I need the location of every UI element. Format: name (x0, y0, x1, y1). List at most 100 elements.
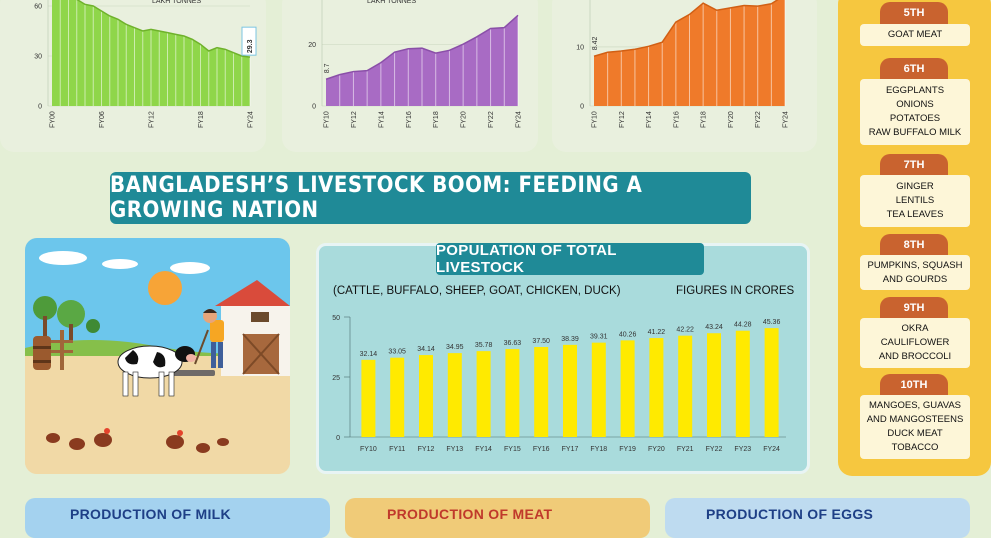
bar (361, 359, 376, 437)
area-line (76, 0, 251, 58)
y-tick-label: 0 (580, 104, 584, 111)
data-label: 8.7 (324, 63, 331, 73)
bar-value-label: 45.36 (763, 319, 781, 326)
bar-value-label: 36.63 (504, 340, 522, 347)
rank-label: 6TH (880, 58, 948, 80)
x-tick-label: FY20 (648, 446, 665, 453)
top-chart-2: 0 20 FY10 FY12 FY14 FY16 FY18 FY20 FY22 FY24 8.7 LA… (308, 0, 523, 128)
bar-value-label: 42.22 (676, 327, 694, 334)
x-tick-label: FY10 (592, 111, 599, 128)
bar-value-label: 35.78 (475, 342, 493, 349)
rank-item: GOAT MEAT (887, 29, 943, 41)
rank-item: DUCK MEAT (887, 428, 943, 439)
rank-item: OKRA (901, 323, 929, 335)
bar-value-label: 33.05 (388, 349, 406, 356)
x-tick-label: FY16 (533, 446, 550, 453)
bar (447, 353, 462, 437)
bar (505, 349, 520, 437)
x-tick-label: FY23 (734, 446, 751, 453)
bar (764, 328, 779, 437)
x-tick-label: FY13 (446, 446, 463, 453)
x-tick-label: FY14 (646, 111, 653, 128)
unit-label: LAKH TONNES (367, 0, 416, 5)
y-tick-label: 0 (336, 435, 340, 442)
bar-value-label: 41.22 (648, 329, 666, 336)
area-line (325, 14, 519, 80)
x-tick-label: FY24 (783, 111, 790, 128)
rank-item: GINGER (896, 181, 934, 193)
bar-value-label: 43.24 (705, 324, 723, 331)
x-tick-label: FY24 (763, 446, 780, 453)
bar (591, 342, 606, 437)
headline-banner: BANGLADESH’S LIVESTOCK BOOM: FEEDING A G… (110, 172, 751, 224)
x-tick-label: FY20 (461, 111, 468, 128)
x-tick-label: FY06 (99, 111, 106, 128)
x-tick-label: FY18 (433, 111, 440, 128)
top-chart-3: 0 10 FY10 FY12 FY14 FY16 FY18 FY20 FY22 FY24 8.42 (576, 0, 790, 128)
bar-value-label: 32.14 (360, 351, 378, 358)
y-tick-label: 25 (332, 375, 340, 382)
rank-label: 7TH (880, 154, 948, 176)
x-tick-label: FY20 (728, 111, 735, 128)
rank-label: 9TH (880, 297, 948, 319)
data-label: 29.3 (247, 39, 254, 53)
x-tick-label: FY17 (562, 446, 579, 453)
y-tick-label: 0 (38, 104, 42, 111)
population-unit-note: FIGURES IN CRORES (676, 285, 795, 297)
population-title: POPULATION OF TOTAL LIVESTOCK (436, 242, 704, 276)
bar-value-label: 37.50 (532, 338, 550, 345)
data-label-box (241, 26, 257, 56)
population-subtitle: (CATTLE, BUFFALO, SHEEP, GOAT, CHICKEN, … (333, 285, 621, 297)
bar (534, 347, 549, 437)
rank-items: GOAT MEAT (860, 24, 970, 46)
y-tick-label: 60 (34, 4, 42, 11)
unit-label: LAKH TONNES (152, 0, 201, 5)
x-tick-label: FY16 (406, 111, 413, 128)
rank-item: MANGOES, GUAVAS (868, 400, 962, 412)
meat-production-title: PRODUCTION OF MEAT (387, 506, 553, 522)
x-tick-label: FY24 (248, 111, 255, 128)
top-chart-1: 0 30 60 FY00 FY06 FY12 FY18 FY24 29.3 LAKH TONNES (34, 0, 257, 128)
eggs-production-title: PRODUCTION OF EGGS (706, 506, 874, 522)
rank-item: AND GOURDS (882, 273, 948, 285)
x-tick-label: FY12 (149, 111, 156, 128)
y-tick-label: 20 (308, 42, 316, 49)
bar-value-label: 38.39 (561, 336, 579, 343)
x-tick-label: FY14 (475, 446, 492, 453)
bar (735, 330, 750, 437)
rank-items: GINGER LENTILS TEA LEAVES (860, 175, 970, 227)
rank-item: PUMPKINS, SQUASH (867, 259, 963, 271)
rank-items: MANGOES, GUAVAS AND MANGOSTEENS DUCK MEAT T… (860, 395, 970, 459)
x-tick-label: FY00 (50, 111, 57, 128)
rank-items: PUMPKINS, SQUASH AND GOURDS (860, 255, 970, 290)
x-tick-label: FY10 (324, 111, 331, 128)
x-tick-label: FY12 (619, 111, 626, 128)
rank-item: LENTILS (895, 195, 935, 207)
x-tick-label: FY18 (198, 111, 205, 128)
x-tick-label: FY18 (590, 446, 607, 453)
bar (390, 357, 405, 437)
rank-item: TEA LEAVES (886, 208, 944, 220)
x-tick-label: FY21 (677, 446, 694, 453)
data-label: 8.42 (592, 37, 599, 51)
x-tick-label: FY15 (504, 446, 521, 453)
bar-value-label: 39.31 (590, 334, 608, 341)
bar (620, 340, 635, 437)
area-line (593, 0, 779, 57)
rank-item: POTATOES (889, 113, 941, 124)
rank-item: EGGPLANTS (885, 85, 945, 97)
rank-items: OKRA CAULIFLOWER AND BROCCOLI (860, 318, 970, 368)
x-tick-label: FY22 (706, 446, 723, 453)
x-tick-label: FY14 (378, 111, 385, 128)
y-tick-label: 0 (312, 104, 316, 111)
rank-label: 5TH (880, 2, 948, 24)
rank-item: AND MANGOSTEENS (866, 414, 964, 426)
bar (707, 333, 721, 437)
bar (476, 351, 491, 437)
y-tick-label: 30 (34, 54, 42, 61)
rank-item: TOBACCO (891, 441, 939, 453)
bar-value-label: 40.26 (619, 331, 637, 338)
rank-items: EGGPLANTS ONIONS POTATOES RAW BUFFALO MILK (860, 79, 970, 145)
farm-illustration (25, 238, 290, 474)
bar (563, 344, 577, 437)
